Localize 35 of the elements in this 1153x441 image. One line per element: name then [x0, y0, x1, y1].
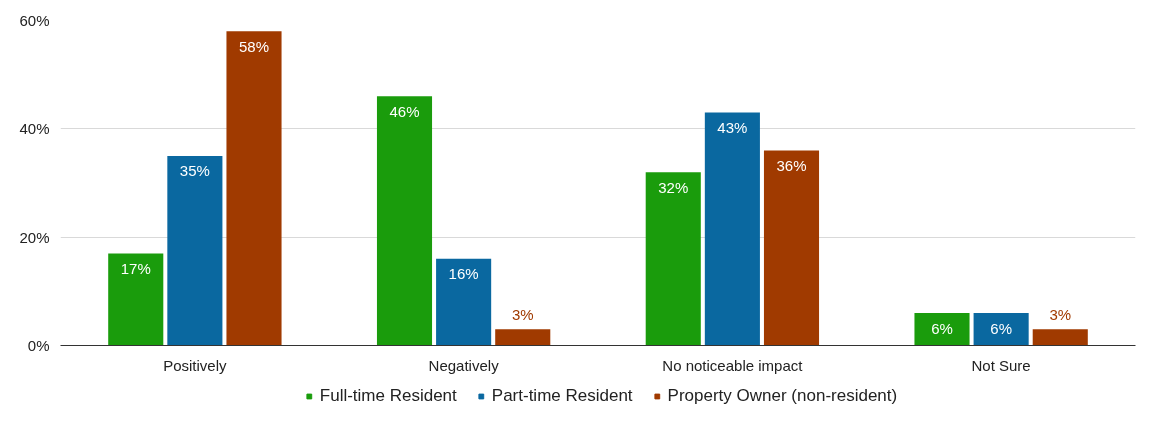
x-tick-label: Negatively [428, 356, 500, 374]
legend-label: Part-time Resident [491, 386, 633, 406]
bar [226, 31, 282, 346]
x-tick-label: No noticeable impact [662, 356, 804, 374]
bar [495, 329, 551, 346]
data-label: 36% [776, 157, 807, 174]
bar [436, 258, 492, 346]
data-label: 58% [238, 37, 270, 55]
bar [376, 96, 433, 346]
bar [167, 155, 223, 346]
data-label: 46% [389, 102, 420, 120]
bar [645, 172, 701, 346]
y-tick-label: 20% [19, 228, 50, 246]
data-label: 3% [1049, 305, 1072, 323]
bar [973, 313, 1029, 346]
x-tick-label: Positively [163, 356, 228, 374]
data-label: 16% [448, 265, 479, 283]
data-label: 3% [511, 305, 534, 323]
bar [704, 112, 760, 346]
data-label: 35% [179, 162, 210, 180]
bar [763, 150, 820, 346]
y-tick-label: 0% [27, 337, 50, 354]
y-tick-label: 60% [19, 12, 50, 29]
data-label: 17% [120, 259, 151, 277]
data-label: 6% [931, 319, 953, 337]
y-tick-label: 40% [19, 120, 50, 138]
legend-label: Property Owner (non-resident) [667, 386, 898, 406]
data-label: 32% [658, 178, 689, 196]
data-label: 6% [990, 319, 1012, 337]
x-tick-label: Not Sure [971, 356, 1031, 374]
legend-label: Full-time Resident [319, 386, 457, 406]
data-label: 43% [717, 119, 748, 137]
bar [1032, 329, 1088, 346]
bar [914, 313, 970, 346]
bar [108, 253, 164, 346]
